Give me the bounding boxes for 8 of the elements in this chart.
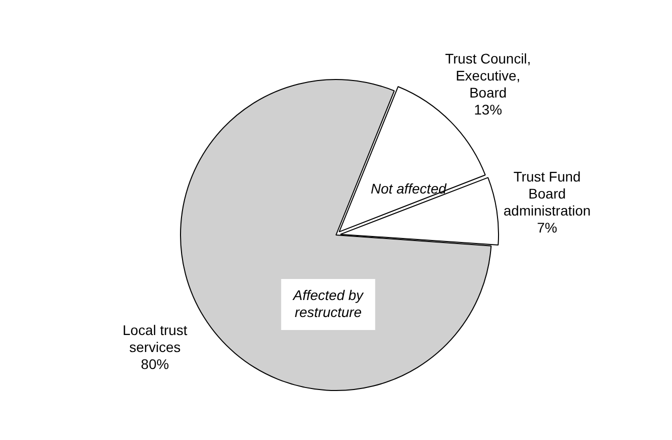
- slice-label: Trust Council, Executive, Board: [445, 50, 531, 100]
- slice-label: Local trust services: [122, 322, 188, 355]
- slice-label: Trust Fund Board administration: [504, 168, 591, 218]
- text: Affected by restructure: [292, 286, 364, 320]
- text: Not affected: [370, 180, 448, 197]
- data-label: 13%: [474, 101, 502, 118]
- data-label: 80%: [140, 356, 169, 372]
- data-label: 7%: [536, 219, 558, 236]
